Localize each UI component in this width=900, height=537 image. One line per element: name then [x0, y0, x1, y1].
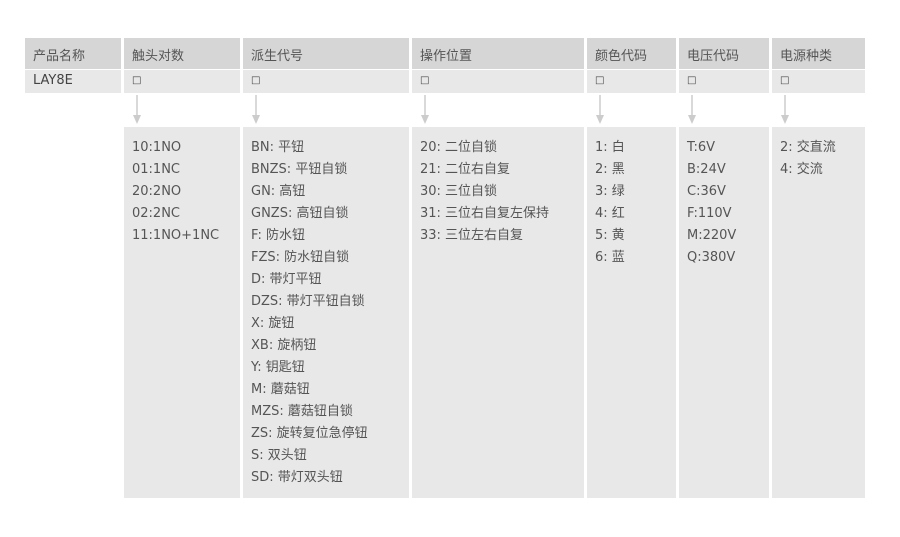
option-item: 3: 绿 — [595, 184, 625, 199]
column-header: 电源种类 — [772, 38, 865, 69]
option-item: 30: 三位自锁 — [420, 184, 498, 199]
code-placeholder: □ — [412, 70, 584, 93]
down-arrow-icon — [596, 95, 604, 124]
option-item: M: 蘑菇钮 — [251, 382, 310, 397]
option-item: 33: 三位左右自复 — [420, 228, 524, 243]
options-list: 1: 白 2: 黑 3: 绿 4: 红 5: 黄 6: 蓝 — [587, 127, 676, 498]
options-list: 20: 二位自锁 21: 二位右自复 30: 三位自锁 31: 三位右自复左保持 33:… — [412, 127, 584, 498]
option-item: 6: 蓝 — [595, 250, 625, 265]
option-item: 31: 三位右自复左保持 — [420, 206, 550, 221]
option-item: C:36V — [687, 184, 726, 199]
option-item: 20: 二位自锁 — [420, 140, 498, 155]
option-item: D: 带灯平钮 — [251, 272, 322, 287]
option-item: GN: 高钮 — [251, 184, 306, 199]
down-arrow-icon — [688, 95, 696, 124]
option-item: 4: 交流 — [780, 162, 823, 177]
option-item: B:24V — [687, 162, 726, 177]
option-item: Y: 钥匙钮 — [251, 360, 305, 375]
option-item: ZS: 旋转复位急停钮 — [251, 426, 368, 441]
code-placeholder: □ — [587, 70, 676, 93]
option-item: 11:1NO+1NC — [132, 228, 220, 243]
product-name: LAY8E — [25, 70, 121, 93]
code-placeholder: □ — [124, 70, 240, 93]
code-placeholder: □ — [772, 70, 865, 93]
code-placeholder: □ — [679, 70, 769, 93]
option-item: 2: 黑 — [595, 162, 625, 177]
option-item: 1: 白 — [595, 140, 625, 155]
column-header: 操作位置 — [412, 38, 584, 69]
code-placeholder: □ — [243, 70, 409, 93]
option-item: F: 防水钮 — [251, 228, 305, 243]
column-header: 产品名称 — [25, 38, 121, 69]
options-list: BN: 平钮 BNZS: 平钮自锁 GN: 高钮 GNZS: 高钮自锁 F: 防水钮 FZ… — [243, 127, 409, 498]
option-item: FZS: 防水钮自锁 — [251, 250, 350, 265]
option-item: 01:1NC — [132, 162, 180, 177]
down-arrow-icon — [252, 95, 260, 124]
option-item: 4: 红 — [595, 206, 625, 221]
option-item: T:6V — [687, 140, 716, 155]
option-item: M:220V — [687, 228, 737, 243]
column-header: 电压代码 — [679, 38, 769, 69]
options-list: T:6V B:24V C:36V F:110V M:220V Q:380V — [679, 127, 769, 498]
option-item: DZS: 带灯平钮自锁 — [251, 294, 365, 309]
option-item: 02:2NC — [132, 206, 180, 221]
option-item: F:110V — [687, 206, 732, 221]
options-list: 10:1NO 01:1NC 20:2NO 02:2NC 11:1NO+1NC — [124, 127, 240, 498]
option-item: BN: 平钮 — [251, 140, 305, 155]
column-header: 派生代号 — [243, 38, 409, 69]
column-header: 颜色代码 — [587, 38, 676, 69]
option-item: SD: 带灯双头钮 — [251, 470, 343, 485]
column-header: 触头对数 — [124, 38, 240, 69]
down-arrow-icon — [133, 95, 141, 124]
option-item: 5: 黄 — [595, 228, 625, 243]
option-item: 10:1NO — [132, 140, 182, 155]
option-item: BNZS: 平钮自锁 — [251, 162, 348, 177]
option-item: Q:380V — [687, 250, 736, 265]
option-item: X: 旋钮 — [251, 316, 295, 331]
option-item: 21: 二位右自复 — [420, 162, 511, 177]
option-item: MZS: 蘑菇钮自锁 — [251, 404, 353, 419]
option-item: XB: 旋柄钮 — [251, 338, 317, 353]
option-item: 2: 交直流 — [780, 140, 836, 155]
option-item: S: 双头钮 — [251, 448, 307, 463]
option-item: 20:2NO — [132, 184, 182, 199]
option-item: GNZS: 高钮自锁 — [251, 206, 349, 221]
options-list: 2: 交直流 4: 交流 — [772, 127, 865, 498]
down-arrow-icon — [781, 95, 789, 124]
down-arrow-icon — [421, 95, 429, 124]
